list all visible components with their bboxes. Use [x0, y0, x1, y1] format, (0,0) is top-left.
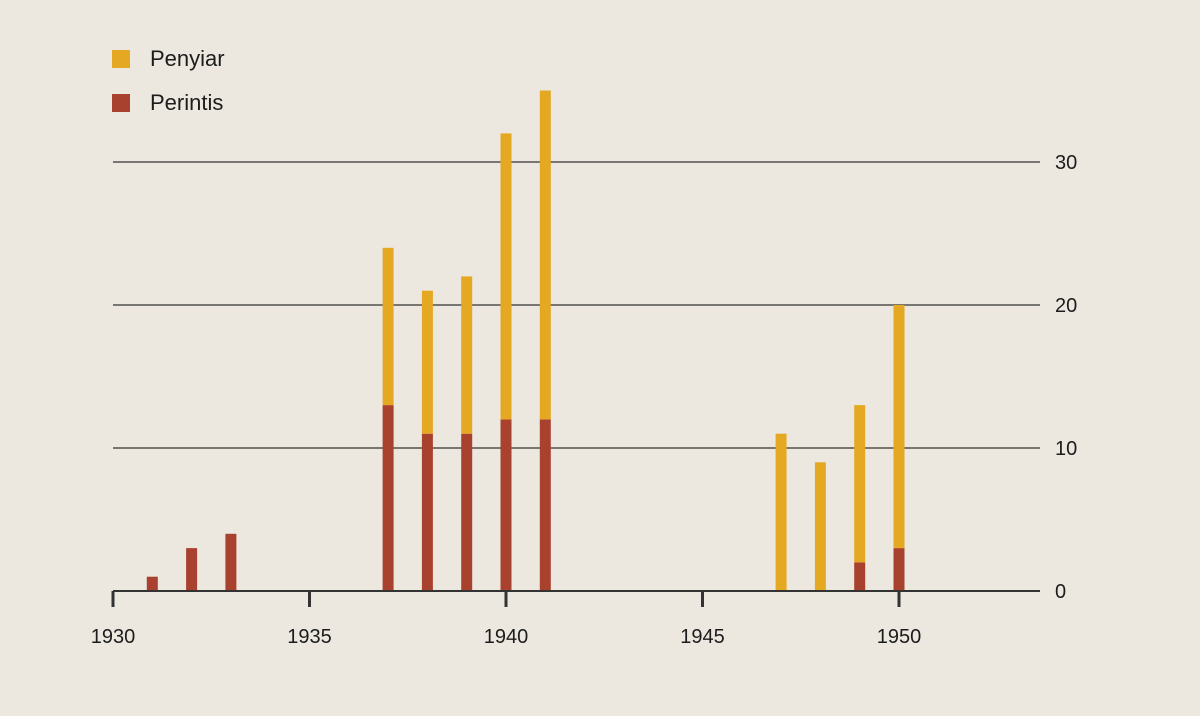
bar-penyiar-1941 — [539, 90, 551, 420]
bar-perintis-1950 — [893, 548, 905, 591]
x-tick-label-1930: 1930 — [91, 626, 136, 648]
bar-perintis-1937 — [382, 405, 394, 591]
y-tick-label-30: 30 — [1055, 152, 1077, 174]
x-tick-label-1950: 1950 — [877, 626, 922, 648]
x-tick-label-1940: 1940 — [484, 626, 529, 648]
legend-swatch-penyiar — [112, 50, 130, 68]
bars — [146, 90, 905, 591]
y-tick-label-10: 10 — [1055, 438, 1077, 460]
x-tick-label-1945: 1945 — [680, 626, 725, 648]
bar-perintis-1939 — [461, 433, 473, 591]
bar-perintis-1931 — [146, 576, 158, 591]
bar-penyiar-1947 — [775, 433, 787, 591]
bar-perintis-1932 — [186, 548, 198, 591]
legend-item-penyiar: Penyiar — [112, 46, 225, 71]
bar-perintis-1941 — [539, 419, 551, 591]
legend-swatch-perintis — [112, 94, 130, 112]
bar-perintis-1940 — [500, 419, 512, 591]
y-tick-label-20: 20 — [1055, 295, 1077, 317]
legend-label-penyiar: Penyiar — [150, 46, 225, 71]
x-tick-label-1935: 1935 — [287, 626, 332, 648]
bar-penyiar-1948 — [814, 462, 826, 591]
bar-perintis-1938 — [421, 433, 433, 591]
y-axis-ticks: 0 10 20 30 — [1055, 152, 1077, 603]
grid-lines — [113, 161, 1040, 449]
bar-perintis-1933 — [225, 533, 237, 591]
legend: Penyiar Perintis — [112, 46, 225, 136]
y-tick-label-0: 0 — [1055, 581, 1066, 603]
bar-penyiar-1949 — [854, 405, 866, 563]
bar-penyiar-1940 — [500, 133, 512, 420]
bar-perintis-1949 — [854, 562, 866, 591]
legend-label-perintis: Perintis — [150, 90, 224, 115]
x-axis: 1930 1935 1940 1945 1950 — [91, 590, 1040, 648]
bar-penyiar-1950 — [893, 305, 905, 549]
bar-penyiar-1939 — [461, 276, 473, 434]
bar-penyiar-1937 — [382, 247, 394, 406]
legend-item-perintis: Perintis — [112, 90, 225, 115]
bar-penyiar-1938 — [421, 290, 433, 434]
